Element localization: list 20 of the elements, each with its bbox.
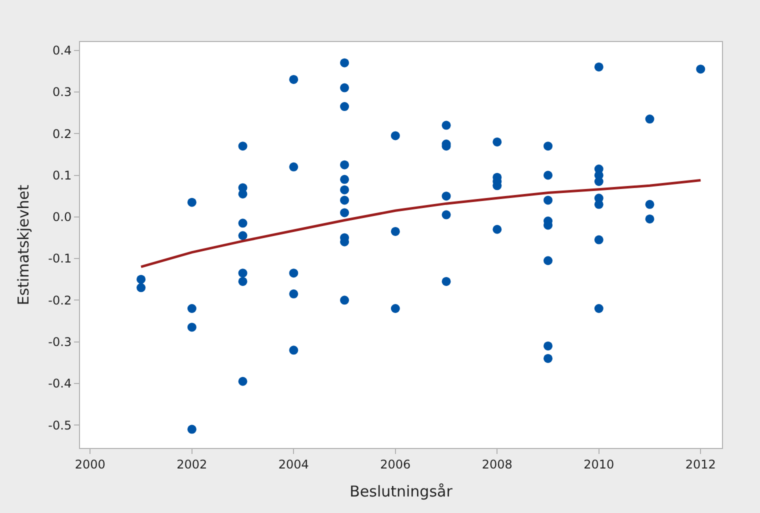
- x-axis-title: Beslutningsår: [350, 482, 454, 500]
- y-tick-label: 0.3: [52, 85, 72, 100]
- x-tick-label: 2012: [685, 457, 716, 472]
- y-tick-label: 0.1: [52, 168, 72, 182]
- x-tick-label: 2008: [482, 457, 512, 472]
- y-tick-label: -0.1: [48, 252, 72, 266]
- x-tick-label: 2006: [380, 457, 411, 472]
- y-tick-label: -0.2: [48, 293, 72, 308]
- x-tick-label: 2002: [176, 457, 208, 472]
- y-tick-label: -0.5: [48, 418, 72, 432]
- x-tick-label: 2000: [74, 457, 106, 472]
- x-tick-label: 2004: [278, 457, 309, 472]
- y-axis-title: Estimatskjevhet: [14, 184, 32, 306]
- line-series: [140, 179, 702, 268]
- y-tick-label: 0.4: [52, 44, 72, 58]
- y-tick-label: -0.3: [48, 335, 72, 350]
- y-tick-label: -0.4: [48, 376, 72, 391]
- x-tick-label: 2010: [584, 457, 614, 472]
- y-tick-label: 0.2: [52, 126, 72, 141]
- y-tick-label: 0.0: [52, 210, 72, 224]
